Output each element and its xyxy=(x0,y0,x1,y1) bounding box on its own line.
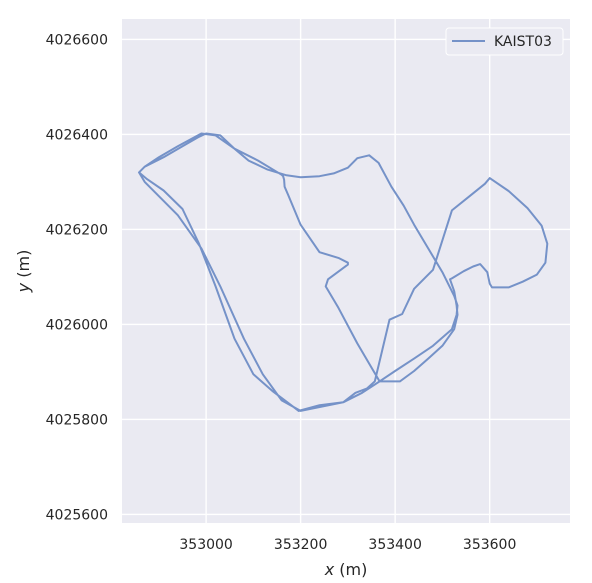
y-tick-labels: 4025600 4025800 4026000 4026200 4026400 40266… xyxy=(46,32,108,523)
y-tick-label: 4026000 xyxy=(46,317,108,333)
y-tick-label: 4026600 xyxy=(46,32,108,48)
y-tick-label: 4026400 xyxy=(46,127,108,143)
x-axis-label: x (m) xyxy=(324,560,368,579)
series-group xyxy=(138,132,549,412)
x-tick-label: 353400 xyxy=(368,537,421,553)
legend: KAIST03 xyxy=(445,27,564,56)
y-tick-label: 4025800 xyxy=(46,412,108,428)
legend-label-kaist03: KAIST03 xyxy=(494,34,552,50)
x-tick-labels: 353000 353200 353400 353600 xyxy=(179,537,516,553)
y-tick-label: 4026200 xyxy=(46,222,108,238)
legend-box xyxy=(445,27,564,56)
plot-area xyxy=(122,19,570,523)
x-tick-label: 353600 xyxy=(463,537,516,553)
y-tick-label: 4025600 xyxy=(46,507,108,523)
series-line-kaist03 xyxy=(138,132,549,412)
x-tick-label: 353200 xyxy=(274,537,327,553)
y-axis-label: y (m) xyxy=(14,250,33,294)
x-tick-label: 353000 xyxy=(179,537,232,553)
